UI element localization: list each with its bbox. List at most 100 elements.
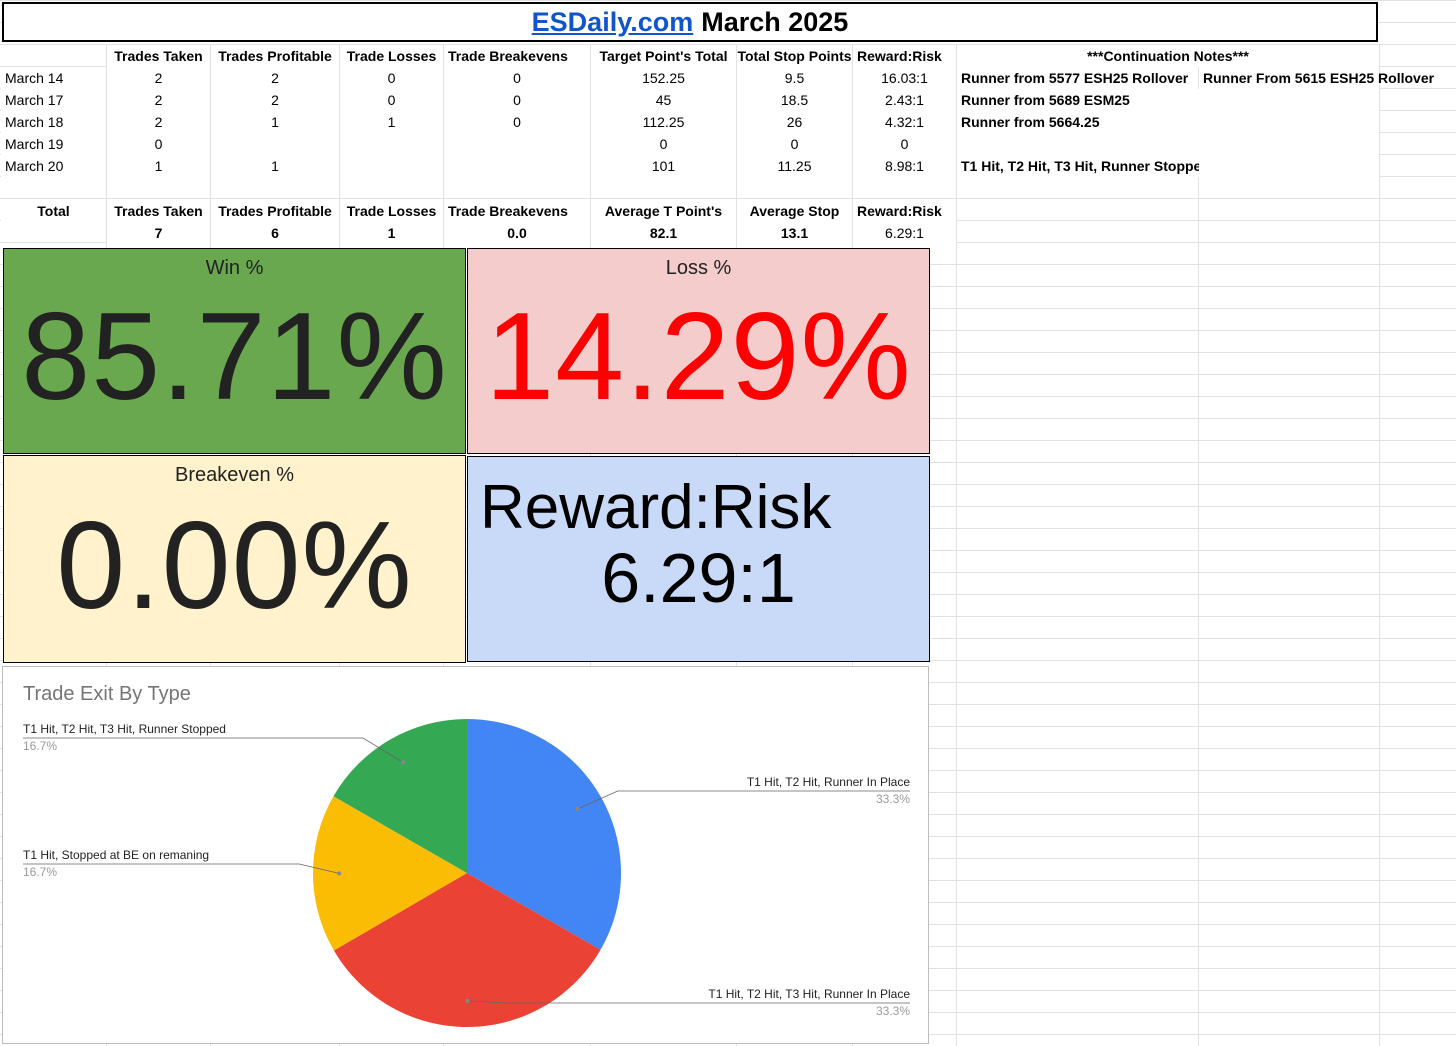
row-stop-points[interactable]: 26 [737,111,852,133]
totals-header-trades-profitable[interactable]: Trades Profitable [211,200,339,222]
total-trades-taken[interactable]: 7 [107,222,210,244]
totals-header-row: Total Trades Taken Trades Profitable Tra… [0,200,1456,222]
row-trades-taken[interactable]: 2 [107,111,210,133]
row-trades-profitable[interactable]: 2 [211,67,339,89]
table-row: March 18 2 1 1 0 112.25 26 4.32:1 Runner from 56… [0,111,1456,133]
row-stop-points[interactable]: 18.5 [737,89,852,111]
pie-leader-line [577,790,910,810]
total-avg-stop[interactable]: 13.1 [737,222,852,244]
pie-slice[interactable] [467,719,621,950]
totals-header-avg-target[interactable]: Average T Point's [591,200,736,222]
pie-leader-dot [337,871,342,876]
totals-header-reward-risk[interactable]: Reward:Risk [853,200,956,222]
pie-slice-percent: 33.3% [875,1004,910,1018]
row-trades-profitable[interactable]: 1 [211,155,339,177]
row-trade-losses[interactable]: 0 [340,67,443,89]
row-trades-taken[interactable]: 2 [107,89,210,111]
row-trades-profitable[interactable]: 2 [211,89,339,111]
row-reward-risk[interactable]: 16.03:1 [853,67,956,89]
chart-title: Trade Exit By Type [23,683,191,705]
row-stop-points[interactable]: 9.5 [737,67,852,89]
pie-slice[interactable] [313,796,467,951]
row-note-2[interactable] [1199,155,1379,177]
row-trade-breakevens[interactable]: 0 [444,67,590,89]
header-trades-taken[interactable]: Trades Taken [107,45,210,67]
row-note-2[interactable] [1199,89,1379,111]
grid-column-line [1198,44,1199,1046]
reward-risk-value: 6.29:1 [601,539,796,617]
breakeven-percent-box[interactable]: Breakeven % 0.00% [3,455,466,663]
pie-slice-label: T1 Hit, T2 Hit, T3 Hit, Runner In Place [708,987,910,1001]
row-target-points[interactable]: 45 [591,89,736,111]
totals-label[interactable]: Total [1,200,106,222]
title-month: March 2025 [701,6,849,37]
row-date[interactable]: March 20 [1,155,106,177]
pie-slice-percent: 16.7% [23,739,58,753]
row-trade-losses[interactable] [340,155,443,177]
row-target-points[interactable]: 0 [591,133,736,155]
totals-header-trade-breakevens[interactable]: Trade Breakevens [444,200,590,222]
totals-row: 7 6 1 0.0 82.1 13.1 6.29:1 [0,222,1456,244]
header-trade-losses[interactable]: Trade Losses [340,45,443,67]
totals-header-avg-stop[interactable]: Average Stop [737,200,852,222]
reward-risk-box[interactable]: Reward:Risk 6.29:1 [467,456,930,662]
loss-percent-box[interactable]: Loss % 14.29% [467,248,930,454]
row-note-2[interactable] [1199,133,1379,155]
total-trade-breakevens[interactable]: 0.0 [444,222,590,244]
row-date[interactable]: March 18 [1,111,106,133]
grid-column-line [956,44,957,1046]
totals-header-trade-losses[interactable]: Trade Losses [340,200,443,222]
row-trade-breakevens[interactable] [444,133,590,155]
header-trade-breakevens[interactable]: Trade Breakevens [444,45,590,67]
row-reward-risk[interactable]: 2.43:1 [853,89,956,111]
row-trade-losses[interactable]: 1 [340,111,443,133]
row-note-2[interactable] [1199,111,1379,133]
row-stop-points[interactable]: 11.25 [737,155,852,177]
row-trades-profitable[interactable]: 1 [211,111,339,133]
total-trades-profitable[interactable]: 6 [211,222,339,244]
total-avg-target[interactable]: 82.1 [591,222,736,244]
pie-slice-label: T1 Hit, Stopped at BE on remaning [23,848,210,862]
row-date[interactable]: March 17 [1,89,106,111]
pie-slice[interactable] [333,873,601,1027]
win-percent-box[interactable]: Win % 85.71% [3,248,466,454]
header-target-points-total[interactable]: Target Point's Total [591,45,736,67]
row-trade-losses[interactable] [340,133,443,155]
row-trade-losses[interactable]: 0 [340,89,443,111]
row-note-1[interactable]: Runner from 5577 ESH25 Rollover [957,67,1198,89]
row-target-points[interactable]: 112.25 [591,111,736,133]
row-trades-taken[interactable]: 1 [107,155,210,177]
row-trades-taken[interactable]: 0 [107,133,210,155]
pie-chart [23,719,910,1027]
row-note-2[interactable]: Runner From 5615 ESH25 Rollover [1199,67,1434,89]
total-trade-losses[interactable]: 1 [340,222,443,244]
totals-header-trades-taken[interactable]: Trades Taken [107,200,210,222]
header-reward-risk[interactable]: Reward:Risk [853,45,956,67]
row-target-points[interactable]: 101 [591,155,736,177]
grid-column-line [1379,44,1380,1046]
row-target-points[interactable]: 152.25 [591,67,736,89]
header-total-stop-points[interactable]: Total Stop Points [737,45,852,67]
row-trades-profitable[interactable] [211,133,339,155]
row-date[interactable]: March 19 [1,133,106,155]
row-trades-taken[interactable]: 2 [107,67,210,89]
row-stop-points[interactable]: 0 [737,133,852,155]
pie-chart-panel[interactable]: Trade Exit By Type T1 Hit, T2 Hit, Runne… [2,666,929,1044]
loss-percent-value: 14.29% [485,288,912,426]
row-trade-breakevens[interactable] [444,155,590,177]
total-reward-risk[interactable]: 6.29:1 [853,222,956,244]
row-trade-breakevens[interactable]: 0 [444,111,590,133]
row-reward-risk[interactable]: 0 [853,133,956,155]
row-trade-breakevens[interactable]: 0 [444,89,590,111]
header-row: Trades Taken Trades Profitable Trade Los… [0,45,1456,67]
row-reward-risk[interactable]: 4.32:1 [853,111,956,133]
header-continuation-notes[interactable]: ***Continuation Notes*** [957,45,1379,67]
site-link[interactable]: ESDaily.com [531,6,694,37]
row-date[interactable]: March 14 [1,67,106,89]
win-percent-value: 85.71% [21,288,448,426]
pie-slice[interactable] [333,719,467,873]
breakeven-percent-label: Breakeven % [175,464,294,486]
header-trades-profitable[interactable]: Trades Profitable [211,45,339,67]
sheet-title[interactable]: ESDaily.com March 2025 [2,2,1378,42]
row-reward-risk[interactable]: 8.98:1 [853,155,956,177]
